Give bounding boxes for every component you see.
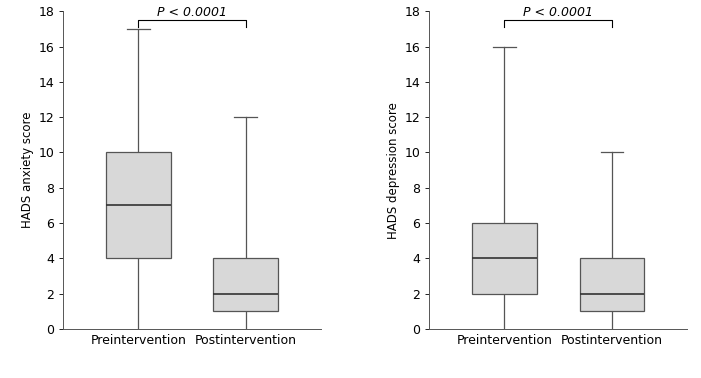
Bar [580, 258, 644, 311]
Bar [214, 258, 278, 311]
Text: P < 0.0001: P < 0.0001 [523, 6, 593, 19]
Text: P < 0.0001: P < 0.0001 [157, 6, 227, 19]
Y-axis label: HADS depression score: HADS depression score [387, 102, 400, 239]
Bar [472, 223, 536, 294]
Y-axis label: HADS anxiety score: HADS anxiety score [21, 112, 34, 228]
Bar [106, 152, 170, 258]
